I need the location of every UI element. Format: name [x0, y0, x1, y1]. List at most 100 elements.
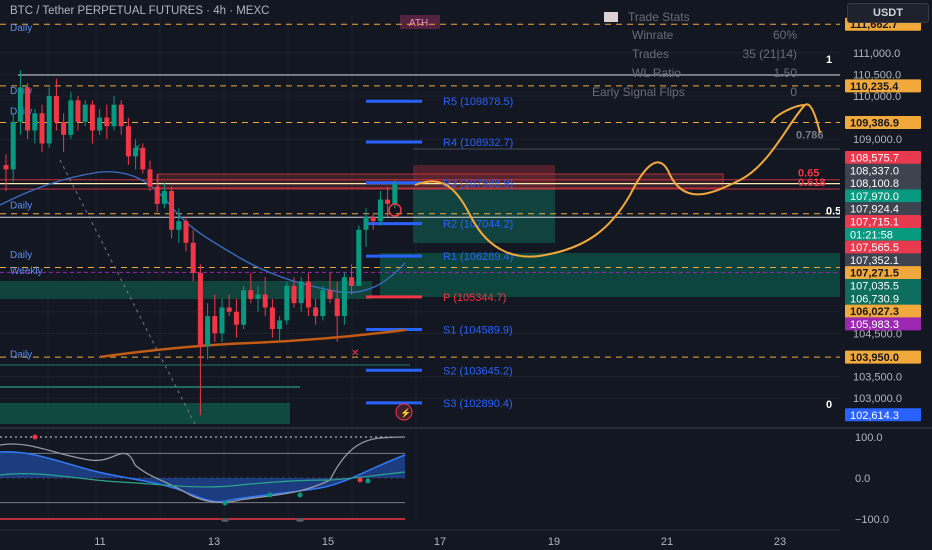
fib-label: 0.618 — [798, 177, 826, 189]
stats-row-label: Winrate — [632, 28, 674, 42]
candle-body — [75, 100, 81, 122]
price-label-tag — [845, 253, 921, 267]
level-label: Weekly — [10, 266, 43, 277]
candle-body — [82, 104, 88, 122]
osc-y-tick: 100.0 — [855, 432, 883, 444]
signal-marker: ✕ — [133, 143, 141, 154]
candle-body — [10, 121, 16, 170]
candle-body — [313, 307, 319, 317]
pivot-label: S2 (103645.2) — [443, 365, 513, 377]
price-label: 107,565.5 — [850, 242, 899, 254]
candle-body — [291, 285, 297, 304]
price-label-tag — [845, 304, 921, 318]
supply-zone-border — [157, 173, 724, 189]
zone-line — [0, 386, 300, 388]
x-tick-label: 23 — [774, 536, 786, 548]
candle-body — [284, 285, 290, 321]
price-label-tag — [845, 266, 921, 280]
price-label: 108,337.0 — [850, 165, 899, 177]
zone-line — [0, 364, 410, 366]
candle-body — [241, 290, 247, 325]
candle-body — [161, 190, 167, 204]
price-label-tag — [845, 240, 921, 254]
osc-green — [0, 471, 406, 488]
stats-row-label: Trades — [632, 47, 669, 61]
price-label: 107,271.5 — [850, 268, 899, 280]
fib-label: 0 — [826, 399, 832, 411]
candle-body — [133, 147, 139, 157]
pivot-label: R1 (106289.4) — [443, 251, 513, 263]
candle-body — [154, 186, 160, 204]
y-tick-label: 104,500.0 — [853, 328, 902, 340]
ma-fast — [0, 171, 406, 294]
osc-dot — [357, 477, 363, 483]
stats-row-value: 1.50 — [774, 66, 798, 80]
currency-button[interactable]: USDT — [847, 3, 929, 23]
pivot-label: S1 (104589.9) — [443, 324, 513, 336]
lightning-glyph: ⚡ — [400, 407, 411, 419]
trendline — [59, 159, 196, 425]
price-label: 102,614.3 — [850, 410, 899, 422]
fib-label: 0.65 — [798, 168, 819, 180]
price-label-tag — [845, 79, 921, 93]
price-label: 103,950.0 — [850, 352, 899, 364]
y-tick-label: 103,500.0 — [853, 372, 902, 384]
candle-body — [212, 316, 218, 334]
pivot-label: S3 (102890.4) — [443, 398, 513, 410]
level-label: Daily — [10, 23, 32, 34]
projection-drawing — [414, 103, 821, 258]
demand-zone — [380, 253, 840, 297]
entry-marker — [388, 203, 402, 217]
candle-body — [140, 147, 146, 170]
price-label: 108,575.7 — [850, 152, 899, 164]
candle-body — [190, 242, 196, 273]
pivot-label: R5 (109878.5) — [443, 96, 513, 108]
candle-body — [233, 311, 239, 325]
price-label-tag — [845, 189, 921, 203]
pivot-label: R3 (107988.9) — [443, 178, 513, 190]
price-label-tag — [845, 350, 921, 364]
fib-label: 0.786 — [796, 129, 824, 141]
candle-body — [68, 100, 74, 135]
position-target-zone — [413, 187, 555, 243]
price-label: 107,352.1 — [850, 255, 899, 267]
demand-zone — [0, 403, 290, 424]
candle-body — [334, 298, 340, 317]
candle-body — [46, 96, 52, 144]
level-label: Daily — [10, 250, 32, 261]
price-label: 107,924.4 — [850, 204, 899, 216]
candle-body — [53, 96, 59, 122]
y-tick-label: 103,000.0 — [853, 393, 902, 405]
candle-body — [248, 290, 254, 299]
candle-body — [32, 113, 38, 131]
y-tick-label: 110,500.0 — [853, 69, 901, 81]
price-label-tag — [845, 291, 921, 305]
stats-title: Trade Stats — [628, 10, 690, 24]
stats-row-label: Early Signal Flips — [592, 85, 685, 99]
ath-label: ATH — [409, 18, 428, 29]
y-tick-label: 109,000.0 — [853, 134, 902, 146]
osc-y-tick: −100.0 — [855, 514, 889, 526]
pivot-label: P (105344.7) — [443, 292, 506, 304]
osc-y-tick: 0.0 — [855, 473, 870, 485]
fib-label: 1 — [826, 54, 832, 66]
candle-body — [61, 121, 67, 135]
osc-dot — [222, 500, 228, 506]
osc-dot — [296, 518, 304, 522]
price-label: 110,235.4 — [850, 81, 899, 93]
price-label-tag — [845, 150, 921, 164]
candle-body — [183, 221, 189, 243]
candle-body — [17, 87, 23, 122]
candle-body — [147, 169, 153, 187]
ath-box — [400, 15, 440, 29]
stats-row-value: 35 (21|14) — [743, 47, 798, 61]
candle-body — [219, 307, 225, 334]
candle-body — [176, 221, 182, 230]
x-tick-label: 17 — [434, 536, 446, 548]
price-label: 105,983.3 — [850, 319, 899, 331]
x-tick-label: 19 — [548, 536, 560, 548]
price-label-tag — [845, 115, 921, 129]
candle-body — [363, 216, 369, 230]
